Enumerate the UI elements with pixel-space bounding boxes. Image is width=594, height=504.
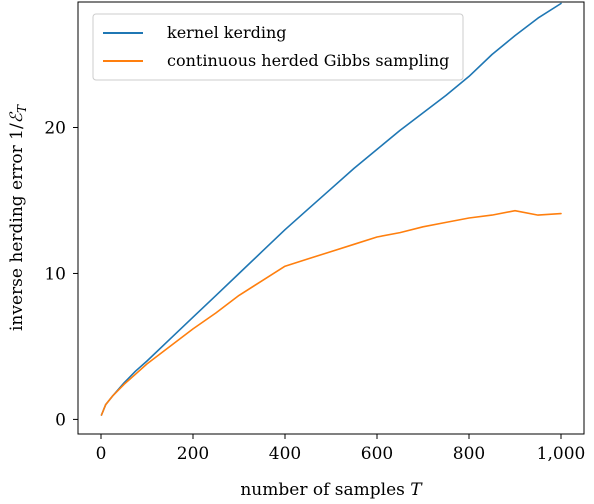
x-tick-label: 1,000 (537, 444, 586, 464)
series-line-kernel-kerding (100, 2, 562, 416)
x-tick-label: 200 (177, 444, 209, 464)
legend-label-kernel-kerding: kernel kerding (167, 23, 287, 42)
y-tick-label: 0 (55, 410, 66, 430)
x-tick-label: 800 (453, 444, 485, 464)
legend-box (92, 13, 464, 81)
legend: kernel kerding continuous herded Gibbs s… (92, 13, 464, 81)
y-axis-ticks: 0 10 20 (44, 119, 78, 430)
x-axis-ticks: 0 200 400 600 800 1,000 (96, 434, 586, 464)
x-tick-label: 600 (361, 444, 393, 464)
y-axis-label: inverse herding error 1/ℰT (7, 104, 29, 331)
x-tick-label: 0 (96, 444, 107, 464)
x-axis-label: number of samples T (240, 480, 423, 500)
series-line-continuous-herded-gibbs-sampling (100, 209, 562, 416)
y-tick-label: 20 (44, 119, 66, 139)
plot-frame (77, 1, 585, 435)
x-tick-label: 400 (269, 444, 301, 464)
series-group (100, 2, 562, 416)
legend-label-continuous-herded-gibbs: continuous herded Gibbs sampling (167, 51, 449, 70)
y-tick-label: 10 (44, 264, 66, 284)
